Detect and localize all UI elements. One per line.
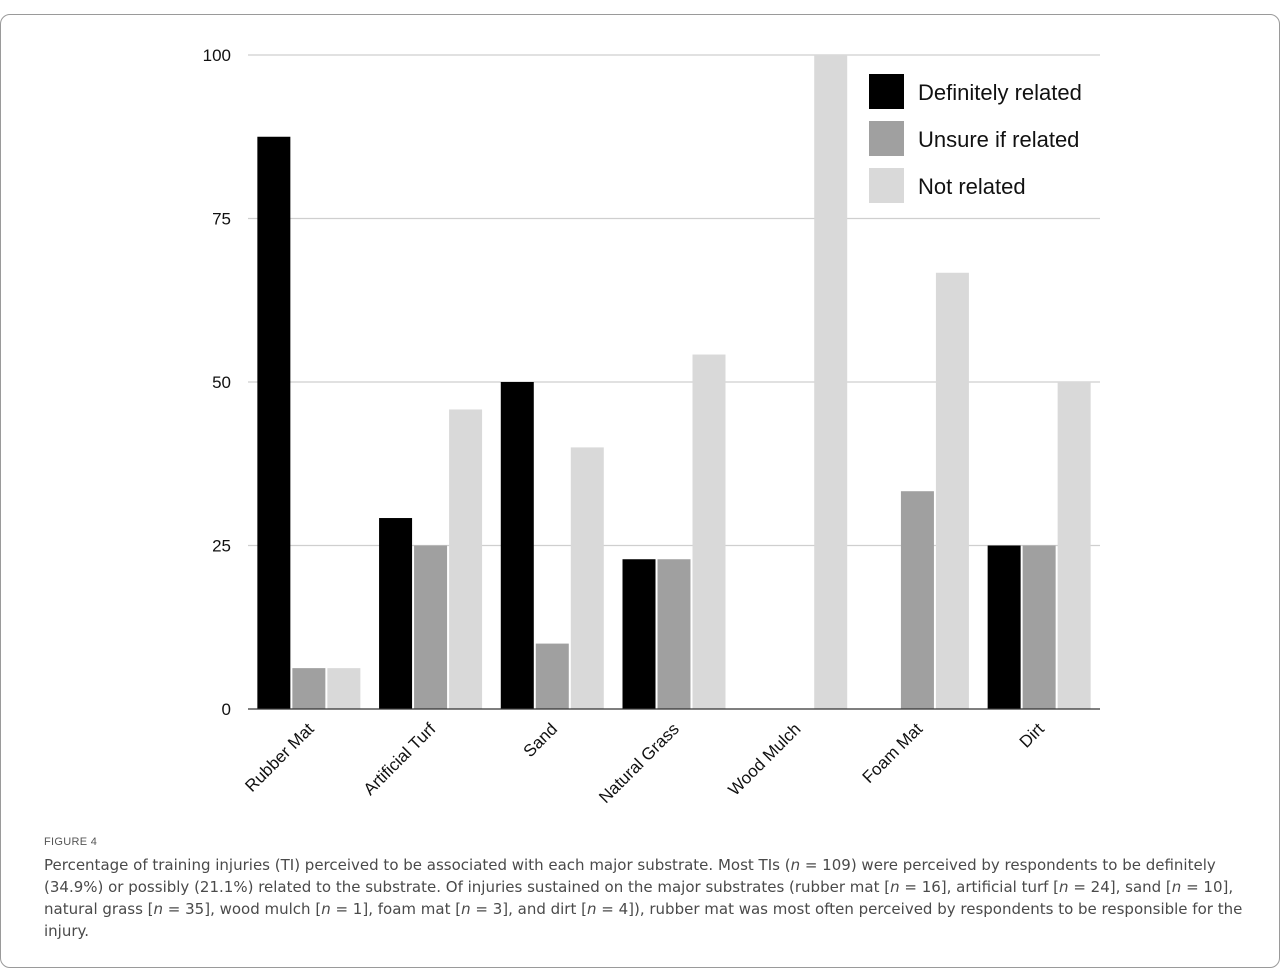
caption-italic-n: n: [153, 900, 164, 918]
bar-not-related: [1057, 382, 1091, 709]
bar-not-related: [814, 55, 848, 709]
bar-definitely-related: [379, 518, 413, 709]
legend-label: Definitely related: [918, 80, 1082, 105]
bar-unsure-if-related: [414, 545, 448, 709]
y-tick-label: 100: [203, 46, 231, 65]
caption-italic-n: n: [586, 900, 597, 918]
bar-unsure-if-related: [1022, 545, 1056, 709]
bar-not-related: [327, 668, 361, 709]
bar-chart: 0 25 50 75 100 Rubber Mat Artificial Turf Sand N…: [203, 46, 1100, 807]
bar-unsure-if-related: [535, 643, 569, 709]
caption-italic-n: n: [321, 900, 331, 918]
bar-definitely-related: [622, 559, 656, 709]
bar-definitely-related: [987, 545, 1021, 709]
caption-italic-n: n: [1059, 878, 1069, 896]
figure-label: FIGURE 4: [44, 836, 98, 848]
bar-unsure-if-related: [657, 559, 691, 709]
bar-not-related: [692, 354, 726, 709]
legend-swatch: [869, 74, 904, 109]
x-tick-label: Dirt: [1016, 719, 1048, 751]
x-tick-label: Natural Grass: [595, 719, 683, 807]
figure-caption: Percentage of training injuries (TI) per…: [44, 856, 1243, 940]
bar-definitely-related: [500, 382, 534, 709]
y-tick-label: 25: [212, 537, 231, 556]
legend-label: Not related: [918, 174, 1026, 199]
bar-unsure-if-related: [900, 491, 934, 709]
x-tick-label: Rubber Mat: [241, 719, 317, 795]
bar-definitely-related: [257, 136, 291, 709]
caption-italic-n: n: [890, 878, 900, 896]
bar-not-related: [935, 272, 969, 709]
caption-italic-n: n: [790, 856, 801, 874]
bar-not-related: [570, 447, 604, 709]
x-tick-label: Artificial Turf: [360, 719, 440, 799]
x-tick-label: Foam Mat: [859, 719, 927, 787]
caption-italic-n: n: [1171, 878, 1182, 896]
y-tick-label: 75: [212, 210, 231, 229]
y-tick-label: 0: [222, 700, 231, 719]
y-tick-label: 50: [212, 373, 231, 392]
bar-unsure-if-related: [292, 668, 326, 709]
x-tick-label: Sand: [520, 719, 562, 761]
legend-swatch: [869, 121, 904, 156]
bar-not-related: [449, 409, 483, 709]
legend-label: Unsure if related: [918, 127, 1079, 152]
x-tick-label: Wood Mulch: [725, 719, 805, 799]
caption-italic-n: n: [461, 900, 471, 918]
legend-swatch: [869, 168, 904, 203]
